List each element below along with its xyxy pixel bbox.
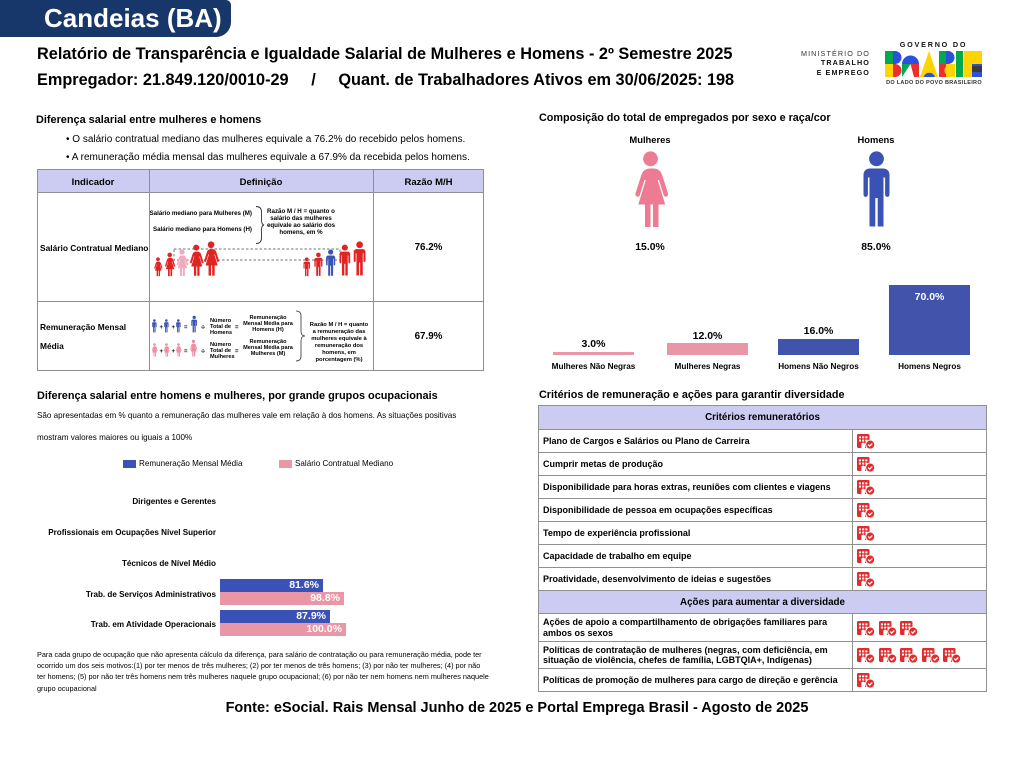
svg-text:Mensal Média para: Mensal Média para [243,345,294,351]
svg-text:salário das mulheres: salário das mulheres [270,215,332,222]
svg-text:Razão M / H = quanto o: Razão M / H = quanto o [267,208,335,215]
svg-text:homens, em %: homens, em % [279,229,323,236]
svg-text:=: = [235,325,239,331]
svg-text:Total de: Total de [210,348,231,354]
svg-text:equivale ao salário dos: equivale ao salário dos [267,222,336,229]
svg-text:Mensal Média para: Mensal Média para [243,321,294,327]
svg-text:+: + [172,349,176,355]
svg-text:Total de: Total de [210,324,231,330]
svg-text:=: = [235,349,239,355]
svg-text:+: + [160,325,164,331]
svg-text:÷: ÷ [201,347,205,356]
svg-text:Homens: Homens [210,330,232,336]
svg-text:=: = [184,349,188,355]
svg-text:homens, em: homens, em [322,350,356,356]
svg-text:mulheres equivale à: mulheres equivale à [311,336,367,342]
svg-text:remuneração dos: remuneração dos [315,343,363,349]
svg-text:Salário mediano para Mulheres: Salário mediano para Mulheres (M) [150,210,252,217]
svg-text:+: + [172,325,176,331]
svg-text:Remuneração: Remuneração [250,339,288,345]
svg-text:Mulheres: Mulheres [210,354,235,360]
svg-text:Salário mediano para Homens (H: Salário mediano para Homens (H) [153,226,252,233]
svg-text:Remuneração: Remuneração [250,315,288,321]
svg-text:Número: Número [210,318,232,324]
svg-text:Mulheres (M): Mulheres (M) [251,351,286,357]
svg-text:Homens (H): Homens (H) [252,327,284,333]
svg-text:a remuneração das: a remuneração das [313,329,366,335]
svg-text:=: = [184,325,188,331]
svg-text:Razão M / H = quanto: Razão M / H = quanto [310,322,369,328]
svg-text:Número: Número [210,342,232,348]
svg-text:+: + [160,349,164,355]
svg-text:÷: ÷ [201,323,205,332]
svg-text:porcentagem (%): porcentagem (%) [315,357,362,363]
